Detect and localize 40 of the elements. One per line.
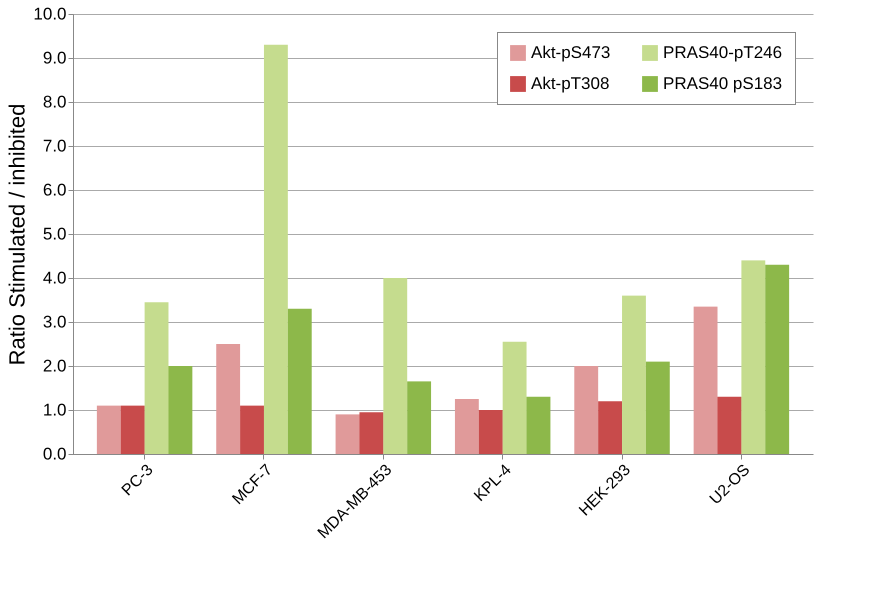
y-tick-label: 9.0 [42,48,66,68]
y-tick-label: 6.0 [42,180,66,200]
bar [765,264,790,454]
y-axis-title: Ratio Stimulated / inhibited [4,104,30,366]
bar [336,414,360,454]
bar [454,399,479,454]
bar [144,302,168,454]
legend-label: PRAS40 pS183 [663,74,782,93]
bar [96,406,121,454]
y-tick-label: 7.0 [42,136,66,156]
y-tick-label: 8.0 [42,92,66,112]
bar [359,412,384,454]
y-tick-label: 3.0 [42,312,66,332]
bar [574,366,598,454]
y-tick-label: 0.0 [42,444,66,464]
legend-label: PRAS40-pT246 [663,43,782,62]
bar [741,260,766,454]
bar [478,410,503,454]
bar [718,396,742,454]
y-tick-label: 4.0 [42,268,66,288]
bar [240,406,264,454]
bar [646,362,670,454]
bar [526,396,550,454]
bar [264,44,288,454]
bar [383,278,408,454]
bar [694,306,718,454]
bar [622,296,646,454]
bar [407,381,432,454]
bar [168,366,192,454]
legend-label: Akt-pS473 [531,43,610,62]
bar [598,401,622,454]
y-tick-label: 2.0 [42,356,66,376]
legend-label: Akt-pT308 [531,74,610,93]
bar [120,406,145,454]
bar [502,342,527,454]
y-tick-label: 1.0 [42,400,66,420]
bar [216,344,240,454]
y-tick-label: 10.0 [33,4,66,24]
y-tick-label: 5.0 [42,224,66,244]
bar [288,308,312,454]
